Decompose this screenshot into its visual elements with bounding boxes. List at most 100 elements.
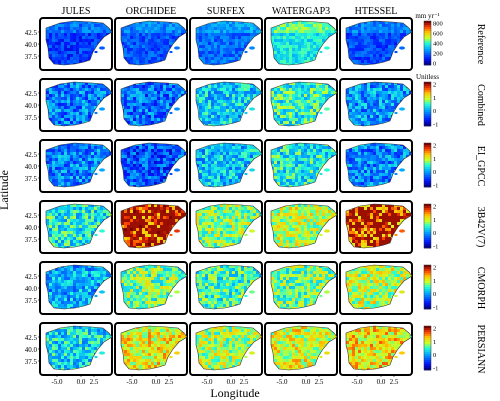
colorbar-segment [424,41,431,44]
colorbar-segment [424,303,431,306]
map-panel [114,261,188,315]
colorbar-segment [424,39,431,42]
map-panel: 42.5 40.0 37.5 [25,78,113,132]
colorbar-tick: 0 [433,108,436,115]
colorbar-segment [424,218,431,221]
axes-labels: Longitude Latitude [0,170,260,400]
colorbar-segment [424,110,431,113]
row-label: CMORPH [475,267,486,309]
colorbar-segment [424,332,431,335]
lat-tick-label: 37.5 [25,53,38,61]
colorbar-segment [424,61,431,64]
column-header: WATERGAP3 [272,6,330,17]
colorbar-segment [424,169,431,172]
lon-tick-label: 2.5 [90,378,99,386]
colorbar-segment [424,362,431,365]
colorbar-segment [424,297,431,300]
island [399,229,405,233]
row-labels: Reference Combined EI_GPCC 3B42V(7) CMORPH PE… [475,24,486,374]
colorbar-segment [424,212,431,215]
lat-tick-label: 42.5 [25,334,38,342]
lon-tick-label: -5.0 [201,378,213,386]
island [394,294,398,298]
island [394,111,398,115]
island [99,46,105,50]
lat-tick-label: 37.5 [25,114,38,122]
island [324,351,330,355]
panel-grid: 42.540.037.542.540.037.542.540.037.542.5… [25,17,413,386]
colorbar-segment [424,366,431,369]
colorbar-tick: 0 [433,61,436,68]
colorbar-tick: 600 [433,31,443,38]
colorbar-segment [424,147,431,150]
lon-tick-label: -5.0 [51,378,63,386]
colorbar-tick: 1 [433,156,436,163]
colorbar-tick: 1 [433,95,436,102]
island [324,168,330,172]
map-panel [114,139,188,193]
colorbar-segment [424,204,431,207]
colorbar-segment [424,45,431,48]
lat-tick-label: 37.5 [25,236,38,244]
colorbar-segment [424,293,431,296]
map-panel: -5.0 0.0 2.5 [264,322,338,386]
colorbar-segment [424,334,431,337]
island [324,46,330,50]
colorbar-segment [424,161,431,164]
colorbar-segment [424,88,431,91]
map-panel: -5.0 0.0 2.5 [189,322,263,386]
colorbar-segment [424,25,431,28]
colorbar-segment [424,165,431,168]
colorbar-segment [424,326,431,329]
colorbar-tick: -1 [433,122,438,129]
colorbar-tick: 2 [433,204,436,211]
colorbar-segment [424,53,431,56]
colorbar-segment [424,279,431,282]
island [399,107,405,111]
map-panel [189,261,263,315]
colorbar-tick: -1 [433,183,438,190]
colorbar-segment [424,232,431,235]
lon-tick-label: -5.0 [351,378,363,386]
island [399,168,405,172]
map-panel [264,17,338,71]
colorbar-tick: 1 [433,217,436,224]
map-panel [114,200,188,254]
colorbar-segment [424,224,431,227]
colorbar-segment [424,157,431,160]
map-panel [339,200,413,254]
colorbar-segment [424,31,431,34]
map-panel [189,200,263,254]
island [169,50,173,54]
map-panel [189,78,263,132]
colorbar-segment [424,354,431,357]
colorbar-segment [424,143,431,146]
island [174,107,180,111]
island [399,290,405,294]
colorbar-segment [424,273,431,276]
island [319,172,323,176]
colorbar-segment [424,342,431,345]
colorbar-segment [424,289,431,292]
map-panel: 42.5 40.0 37.5 [25,139,113,193]
colorbar-segment [424,120,431,123]
map-panel [264,261,338,315]
colorbar-tick: 0 [433,230,436,237]
colorbar-segment [424,340,431,343]
lat-tick-label: 40.0 [25,224,38,232]
colorbar-segment [424,27,431,30]
colorbar-segment [424,116,431,119]
colorbar-segment [424,283,431,286]
map-panel: -5.0 0.0 2.5 [339,322,413,386]
iberia-map [346,82,412,126]
colorbar-tick: 800 [433,21,443,28]
map-panel: 42.5 40.0 37.5 [25,200,113,254]
colorbar-segment [424,104,431,107]
colorbar-segment [424,118,431,121]
colorbar-segment [424,226,431,229]
colorbar-segment [424,206,431,209]
island [174,290,180,294]
